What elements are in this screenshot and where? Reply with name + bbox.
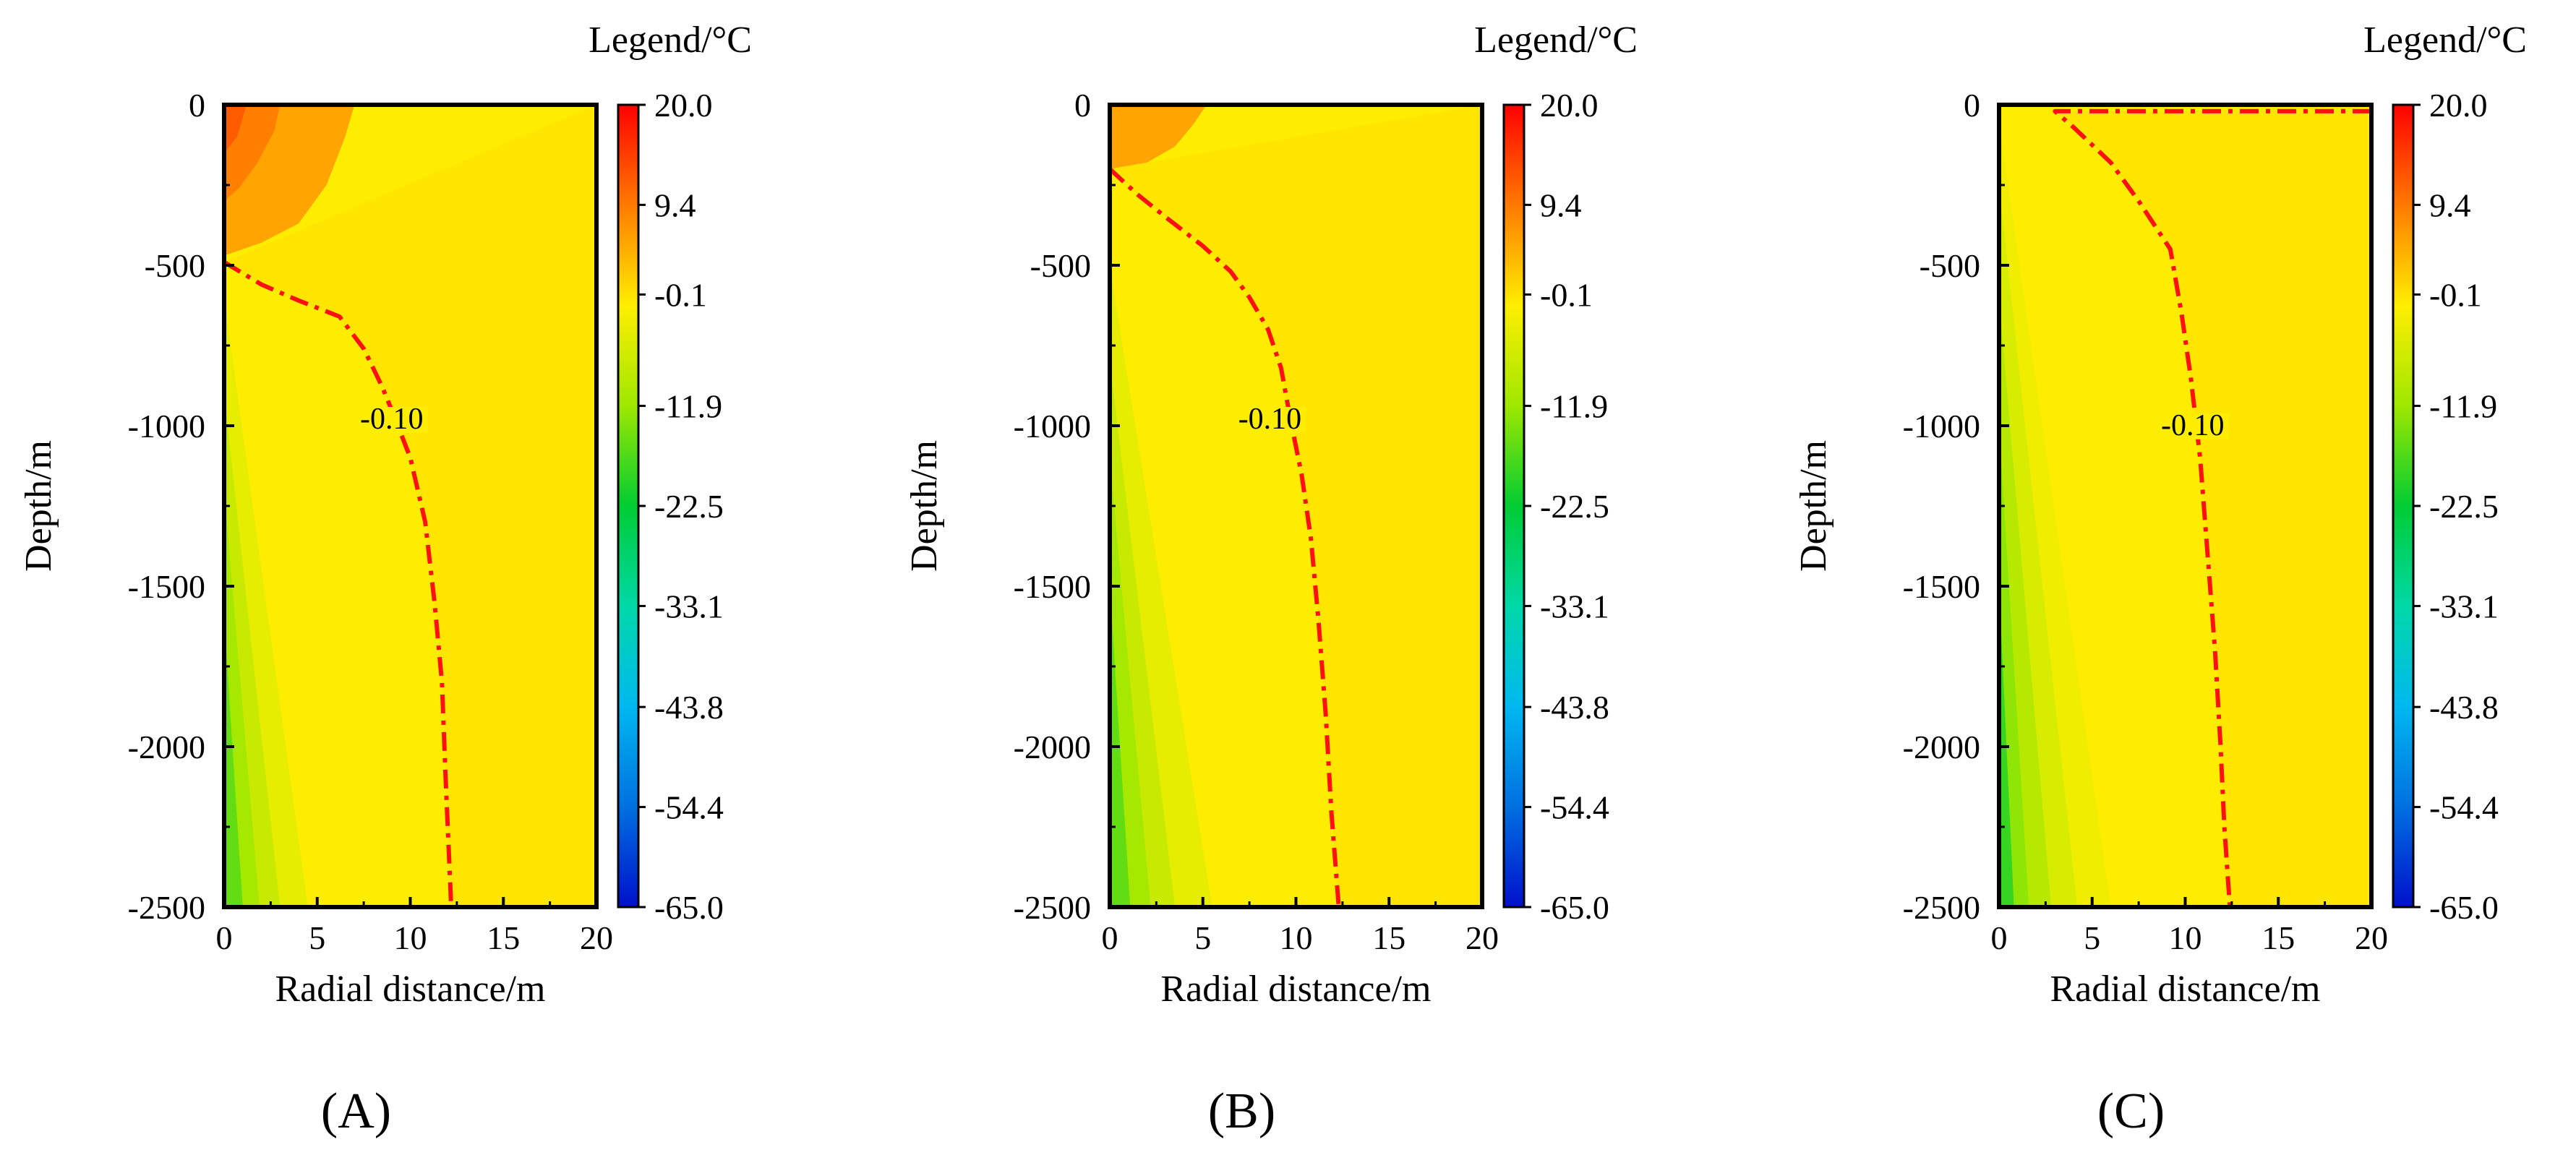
colorbar-tick-label: -0.1 bbox=[2429, 276, 2482, 313]
panel-b: -0.10 0 5 10 15 20 0 -500 -1000 -1500 -2000 -2500 Ra… bbox=[904, 20, 1638, 1139]
x-tick-label: 15 bbox=[2262, 919, 2295, 956]
x-tick-label: 20 bbox=[2355, 919, 2388, 956]
legend-title: Legend/°C bbox=[2363, 20, 2527, 61]
panel-a: -0.10 0 5 10 15 20 0 -500 -1000 -1500 -2000 -2500 Ra… bbox=[18, 20, 752, 1139]
colorbar-tick-label: -11.9 bbox=[1540, 388, 1608, 425]
colorbar-tick-label: -0.1 bbox=[654, 276, 707, 313]
x-tick-label: 5 bbox=[1194, 919, 1211, 956]
colorbar-tick-label: -11.9 bbox=[2429, 388, 2497, 425]
x-tick-label: 5 bbox=[309, 919, 325, 956]
colorbar-tick-label: -54.4 bbox=[2429, 789, 2499, 826]
colorbar-tick-label: -65.0 bbox=[2429, 889, 2499, 926]
colorbar-tick-label: -22.5 bbox=[654, 488, 724, 525]
warm-zone-1 bbox=[1110, 105, 1207, 169]
panel-label: (B) bbox=[1208, 1083, 1275, 1139]
x-tick-label: 10 bbox=[2169, 919, 2202, 956]
colorbar-tick-label: 20.0 bbox=[1540, 87, 1599, 124]
colorbar-tick-label: -22.5 bbox=[2429, 488, 2499, 525]
panel-c: -0.10 0 5 10 15 20 0 -500 -1000 -1500 -2000 -2500 Ra… bbox=[1793, 20, 2527, 1139]
y-axis-label: Depth/m bbox=[18, 440, 59, 572]
y-tick-label: -2500 bbox=[128, 889, 205, 926]
colorbar-tick-label: -33.1 bbox=[654, 588, 724, 624]
cold-zone-4 bbox=[224, 618, 243, 907]
legend-title: Legend/°C bbox=[1474, 20, 1638, 61]
warm-band bbox=[2055, 105, 2371, 907]
y-tick-label: -2000 bbox=[1903, 729, 1980, 765]
temperature-field bbox=[1999, 105, 2371, 907]
colorbar-tick-label: -54.4 bbox=[1540, 789, 1609, 826]
y-tick-label: 0 bbox=[189, 87, 205, 124]
y-tick-label: -2500 bbox=[1903, 889, 1980, 926]
x-tick-label: 0 bbox=[1102, 919, 1118, 956]
x-axis-label: Radial distance/m bbox=[275, 969, 545, 1010]
contour-label-bg bbox=[2156, 413, 2229, 439]
x-tick-label: 5 bbox=[2084, 919, 2100, 956]
y-tick-label: -2000 bbox=[1014, 729, 1091, 765]
colorbar-tick-label: -33.1 bbox=[1540, 588, 1609, 624]
y-tick-label: -1500 bbox=[1014, 568, 1091, 605]
y-tick-label: 0 bbox=[1074, 87, 1091, 124]
colorbar-tick-label: -43.8 bbox=[654, 689, 724, 726]
contour-line bbox=[224, 260, 454, 907]
colorbar-tick-label: 9.4 bbox=[1540, 186, 1582, 223]
warm-band bbox=[1110, 105, 1482, 907]
colorbar-tick-label: 9.4 bbox=[2429, 186, 2471, 223]
colorbar-tick-label: 20.0 bbox=[2429, 87, 2488, 124]
contour-label-bg bbox=[1233, 407, 1306, 433]
contour-label: -0.10 bbox=[2161, 409, 2225, 442]
y-tick-label: -1500 bbox=[1903, 568, 1980, 605]
panel-label: (C) bbox=[2097, 1083, 2165, 1139]
colorbar-tick-label: -33.1 bbox=[2429, 588, 2499, 624]
temperature-field bbox=[224, 105, 596, 907]
x-tick-label: 0 bbox=[216, 919, 233, 956]
y-tick-label: -1000 bbox=[1014, 408, 1091, 445]
colorbar bbox=[1502, 103, 1526, 909]
x-tick-label: 15 bbox=[487, 919, 520, 956]
x-tick-label: 20 bbox=[580, 919, 613, 956]
y-tick-label: 0 bbox=[1964, 87, 1980, 124]
colorbar-tick-label: 9.4 bbox=[654, 186, 696, 223]
y-tick-label: -2000 bbox=[128, 729, 205, 765]
colorbar-tick-label: -65.0 bbox=[1540, 889, 1609, 926]
y-tick-label: -1500 bbox=[128, 568, 205, 605]
y-tick-label: -500 bbox=[1920, 247, 1980, 284]
colorbar-tick-label: 20.0 bbox=[654, 87, 713, 124]
y-tick-label: -500 bbox=[1030, 247, 1091, 284]
legend-title: Legend/°C bbox=[589, 20, 752, 61]
x-tick-label: 0 bbox=[1991, 919, 2008, 956]
x-tick-label: 10 bbox=[394, 919, 427, 956]
colorbar-tick-label: -54.4 bbox=[654, 789, 724, 826]
x-axis-label: Radial distance/m bbox=[1160, 969, 1431, 1010]
warm-band bbox=[224, 105, 596, 907]
colorbar bbox=[617, 103, 640, 909]
contour-label-bg bbox=[355, 407, 428, 433]
y-tick-label: -1000 bbox=[128, 408, 205, 445]
panel-label: (A) bbox=[321, 1083, 391, 1139]
x-tick-label: 20 bbox=[1465, 919, 1499, 956]
contour-line bbox=[1110, 167, 1341, 907]
colorbar-tick-label: -65.0 bbox=[654, 889, 724, 926]
colorbar-tick-label: -11.9 bbox=[654, 388, 722, 425]
warm-zone-3 bbox=[224, 105, 247, 153]
y-tick-label: -2500 bbox=[1014, 889, 1091, 926]
x-axis-label: Radial distance/m bbox=[2050, 969, 2320, 1010]
colorbar bbox=[2392, 103, 2415, 909]
y-tick-label: -500 bbox=[145, 247, 205, 284]
contour-label: -0.10 bbox=[360, 403, 424, 436]
y-axis-label: Depth/m bbox=[1793, 440, 1834, 572]
colorbar-tick-label: -22.5 bbox=[1540, 488, 1609, 525]
temperature-field bbox=[1110, 105, 1482, 907]
colorbar-tick-label: -43.8 bbox=[2429, 689, 2499, 726]
x-tick-label: 15 bbox=[1372, 919, 1405, 956]
contour-label: -0.10 bbox=[1238, 403, 1302, 436]
x-tick-label: 10 bbox=[1280, 919, 1313, 956]
y-tick-label: -1000 bbox=[1903, 408, 1980, 445]
y-axis-label: Depth/m bbox=[904, 440, 945, 572]
colorbar-tick-label: -43.8 bbox=[1540, 689, 1609, 726]
colorbar-tick-label: -0.1 bbox=[1540, 276, 1593, 313]
